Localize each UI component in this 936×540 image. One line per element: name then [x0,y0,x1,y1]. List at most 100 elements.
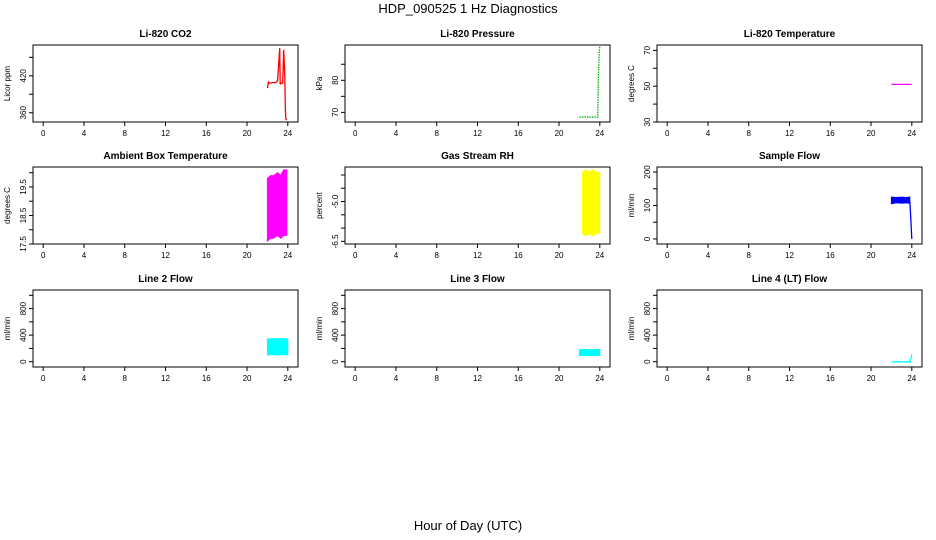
x-tick-label: 0 [665,129,670,138]
y-tick-label: 400 [331,328,340,342]
x-tick-label: 16 [202,374,211,383]
x-tick-label: 4 [394,374,399,383]
chart-title: Gas Stream RH [441,151,514,162]
chart-panel-ambient: Ambient Box Temperature 0 4 8 12 16 20 24 17.5 18… [3,151,299,260]
series-line-line4 [891,354,913,363]
series-band-line2 [266,337,289,356]
x-tick-label: 20 [867,251,876,260]
y-tick-label: 100 [643,198,652,212]
x-tick-label: 0 [353,374,358,383]
y-axis-label: percent [315,191,324,218]
x-axis-label: Hour of Day (UTC) [413,518,523,533]
x-tick-label: 8 [435,129,440,138]
x-tick-label: 0 [41,129,46,138]
x-tick-label: 16 [826,374,835,383]
x-tick-label: 24 [907,129,916,138]
x-tick-label: 16 [514,374,523,383]
series-band-ambient [266,169,288,243]
y-tick-label: 800 [331,301,340,315]
y-axis-label: degrees C [3,187,12,224]
plot-box [656,44,923,123]
x-tick-label: 20 [867,374,876,383]
x-tick-label: 16 [826,251,835,260]
x-tick-label: 12 [161,129,170,138]
x-tick-label: 16 [514,129,523,138]
figure-title: HDP_090525 1 Hz Diagnostics [378,1,558,16]
plot-box [344,289,611,368]
y-tick-label: 0 [331,359,340,364]
series-band-rh [582,169,601,237]
series-line-co2 [266,48,288,121]
x-tick-label: 4 [706,251,711,260]
y-tick-label: 420 [19,69,28,83]
y-tick-label: 30 [643,117,652,126]
x-tick-label: 8 [435,374,440,383]
x-tick-label: 0 [353,129,358,138]
x-tick-label: 4 [82,129,87,138]
x-tick-label: 4 [394,251,399,260]
x-tick-label: 20 [243,129,252,138]
x-tick-label: 20 [243,374,252,383]
x-tick-label: 20 [867,129,876,138]
chart-panel-temperature: Li-820 Temperature 0 4 8 12 16 20 24 30 50 70 degre… [627,29,923,138]
chart-panel-sample_flow: Sample Flow 0 4 8 12 16 20 24 0 100 200 ml/min [627,151,923,260]
x-tick-label: 0 [41,374,46,383]
x-tick-label: 0 [665,251,670,260]
x-tick-label: 12 [785,129,794,138]
x-tick-label: 12 [473,251,482,260]
x-tick-label: 20 [555,374,564,383]
chart-panel-line3: Line 3 Flow 0 4 8 12 16 20 24 0 400 800 ml/min [315,274,611,383]
y-tick-label: 70 [643,45,652,54]
x-tick-label: 12 [473,374,482,383]
x-tick-label: 0 [353,251,358,260]
x-tick-label: 24 [907,374,916,383]
x-tick-label: 4 [394,129,399,138]
x-tick-label: 16 [514,251,523,260]
plot-box [656,289,923,368]
x-tick-label: 24 [283,251,292,260]
x-tick-label: 4 [82,251,87,260]
x-tick-label: 20 [555,129,564,138]
y-tick-label: 200 [643,165,652,179]
y-tick-label: 800 [19,301,28,315]
x-tick-label: 8 [747,129,752,138]
plot-box [32,289,299,368]
chart-title: Li-820 Pressure [440,29,515,40]
series-line-pressure [579,46,601,118]
x-tick-label: 0 [41,251,46,260]
y-axis-label: ml/min [3,317,12,341]
x-tick-label: 16 [826,129,835,138]
x-tick-label: 12 [785,374,794,383]
y-axis-label: ml/min [627,194,636,218]
x-tick-label: 24 [907,251,916,260]
x-tick-label: 24 [283,374,292,383]
chart-title: Sample Flow [759,151,820,162]
plot-box [32,44,299,123]
y-tick-label: 0 [643,359,652,364]
chart-title: Li-820 Temperature [744,29,836,40]
y-tick-label: 800 [643,301,652,315]
x-tick-label: 4 [706,374,711,383]
y-axis-label: Licor ppm [3,66,12,101]
y-tick-label: 19.5 [19,179,28,195]
x-tick-label: 12 [161,251,170,260]
x-tick-label: 4 [82,374,87,383]
y-tick-label: 0 [19,359,28,364]
x-tick-label: 4 [706,129,711,138]
series-band-line3 [578,348,601,357]
x-tick-label: 20 [555,251,564,260]
y-tick-label: -5.0 [331,194,340,208]
x-tick-label: 24 [283,129,292,138]
plot-box [344,44,611,123]
y-tick-label: 17.5 [19,236,28,252]
y-tick-label: 70 [331,107,340,116]
x-tick-label: 12 [473,129,482,138]
y-tick-label: 0 [643,236,652,241]
plot-box [344,166,611,245]
x-tick-label: 12 [161,374,170,383]
x-tick-label: 16 [202,129,211,138]
series-band-sample_flow [890,196,911,205]
x-tick-label: 12 [785,251,794,260]
chart-title: Line 3 Flow [450,274,505,285]
